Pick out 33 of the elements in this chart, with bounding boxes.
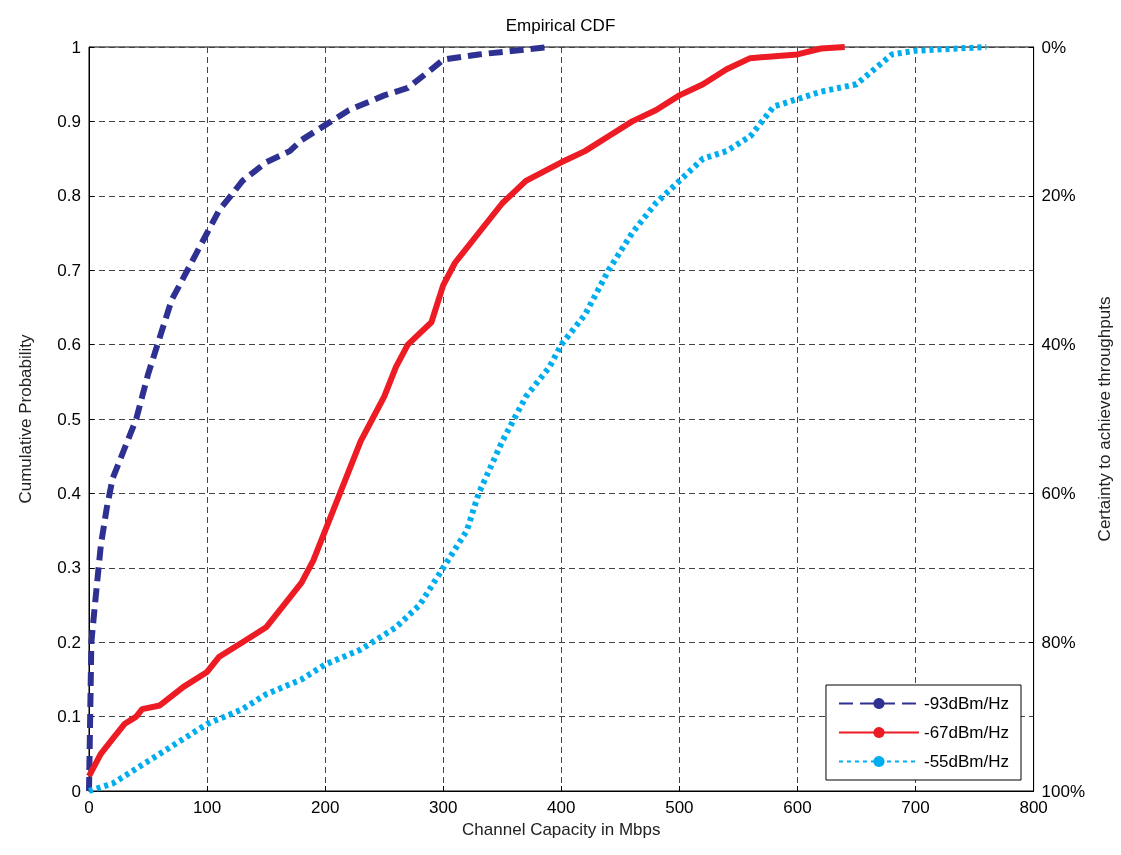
y-tick-label: 0.5 — [57, 409, 81, 429]
y2-tick-label: 0% — [1041, 37, 1067, 57]
y2-tick-label: 20% — [1041, 186, 1076, 206]
y2-tick-label: 100% — [1041, 781, 1086, 801]
legend-label: -67dBm/Hz — [923, 723, 1010, 742]
y-tick-label: 0.1 — [57, 707, 81, 727]
y2-tick-label: 40% — [1041, 335, 1076, 355]
y2-tick-label: 80% — [1041, 632, 1076, 652]
x-axis-title: Channel Capacity in Mbps — [462, 820, 661, 839]
y-tick-label: 0.8 — [57, 186, 81, 206]
legend-label: -93dBm/Hz — [923, 694, 1010, 713]
x-tick-label: 0 — [84, 798, 94, 817]
x-tick-label: 800 — [1019, 798, 1048, 817]
x-tick-label: 400 — [547, 798, 576, 817]
x-tick-label: 700 — [901, 798, 930, 817]
y-tick-label: 0.4 — [57, 483, 81, 503]
y-tick-label: 0.7 — [57, 260, 81, 280]
y-axis-title: Cumulative Probability — [16, 333, 35, 504]
x-tick-label: 500 — [665, 798, 694, 817]
y-tick-label: 0.3 — [57, 558, 81, 578]
x-tick-label: 600 — [783, 798, 812, 817]
y2-tick-label: 60% — [1041, 483, 1076, 503]
y-tick-label: 0.9 — [57, 111, 81, 131]
y-tick-label: 0 — [71, 781, 81, 801]
chart-title: Empirical CDF — [505, 16, 616, 35]
y-tick-label: 0.2 — [57, 632, 81, 652]
y-tick-label: 0.6 — [57, 335, 81, 355]
x-tick-label: 300 — [429, 798, 458, 817]
x-tick-label: 100 — [192, 798, 222, 817]
y-tick-label: 1 — [71, 37, 81, 57]
legend-label: -55dBm/Hz — [923, 752, 1010, 771]
x-tick-label: 200 — [310, 798, 340, 817]
y2-axis-title: Certainty to achieve throughputs — [1095, 296, 1114, 542]
